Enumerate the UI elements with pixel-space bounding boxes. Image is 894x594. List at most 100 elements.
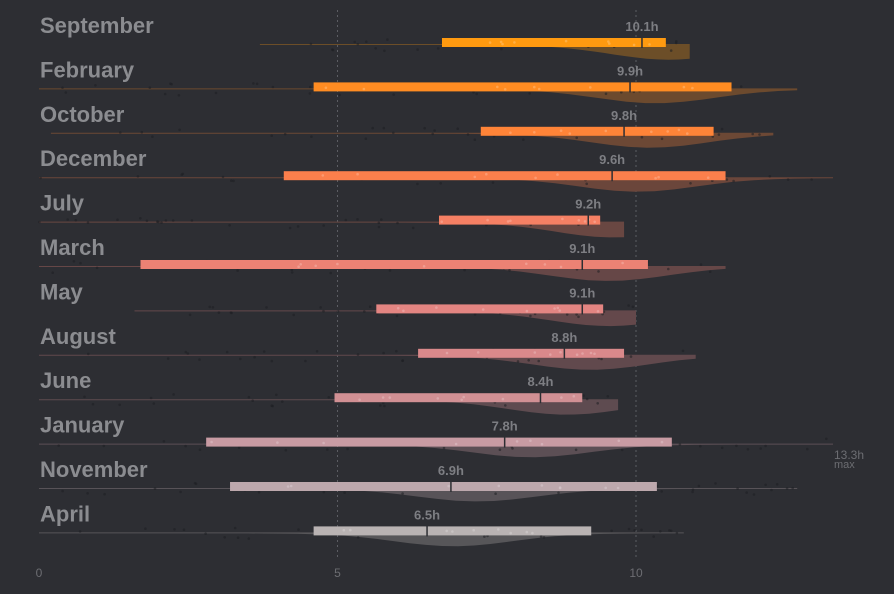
raindrop-point [648,43,651,46]
raindrop-point [83,395,86,399]
raindrop-point [39,176,42,180]
raindrop-point [315,350,319,353]
raindrop-point [466,133,470,136]
raindrop-point [558,486,562,490]
raindrop-point [631,305,635,309]
raindrop-point [629,355,633,358]
raindrop-point [460,398,464,402]
raindrop-point [262,350,266,353]
raindrop-point [239,357,242,361]
raindrop-point [388,269,392,272]
median-label: 6.9h [438,463,464,478]
raindrop-point [247,395,251,399]
raindrop-point [506,220,510,223]
raindrop-point [606,395,610,398]
raindrop-point [691,488,695,492]
raindrop-point [503,88,507,91]
raindrop-point [383,404,386,408]
month-label: June [40,368,91,393]
raindrop-point [356,43,360,46]
raindrop-point [689,182,692,185]
raindrop-point [439,182,443,185]
iqr-box [480,126,714,136]
raindrop-point [148,86,152,89]
raindrop-point [732,179,735,183]
raindrop-point [228,224,231,227]
month-label: September [40,13,154,38]
raindrop-point [597,270,600,273]
raindrop-point [164,219,168,222]
raindrop-point [627,527,631,531]
raindrop-point [346,447,349,451]
raindrop-point [296,225,300,228]
raindrop-point [451,530,454,533]
raindrop-point [342,528,346,532]
density-cloud [134,310,636,327]
raindrop-point [336,310,340,313]
raindrop-point [271,85,275,89]
raindrop-point [356,218,359,221]
raindrop-point [456,127,460,130]
raindrop-point [286,485,290,488]
raindrop-point [596,402,599,405]
raindrop-point [528,92,531,95]
raindrop-point [102,444,106,448]
raindrop-point [297,528,300,531]
raindrop-point [198,448,202,452]
raindrop-point [529,314,532,318]
median-label: 9.2h [575,197,601,212]
raindrop-point [314,264,318,268]
raindrop-point [497,528,500,531]
raindrop-point [473,138,477,141]
raindrop-point [768,175,772,178]
x-tick-label: 0 [36,566,43,580]
raindrop-point [806,447,809,451]
raindrop-point [810,178,813,181]
raindrop-point [431,132,435,136]
iqr-box [230,482,657,491]
raindrop-point [565,313,569,316]
raindrop-point [463,268,466,272]
raindrop-point [539,535,543,538]
raindrop-point [349,528,352,532]
raindrop-point [327,396,331,399]
raindrop-point [575,136,578,140]
raindrop-point [162,440,166,443]
raindrop-point [494,492,497,496]
raindrop-point [674,41,678,45]
raindrop-point [775,483,779,486]
raindrop-point [559,265,563,269]
median-label: 9.1h [569,285,595,300]
raindrop-point [686,132,689,135]
raindrop-point [499,40,503,44]
raindrop-point [735,444,738,448]
raindrop-point [356,353,360,356]
raindrop-point [66,218,69,221]
raindrop-point [445,351,449,355]
raindrop-point [751,132,754,136]
median-label: 10.1h [625,19,658,34]
raindrop-point [496,85,499,89]
raindrop-point [616,486,620,490]
raindrop-point [640,528,643,532]
raindrop-point [568,132,572,135]
label-layer: 0 5 10 10.1h September 9.9h February 9.8h Octobe… [36,13,864,580]
raindrop-point [401,359,404,363]
raindrop-point [270,134,274,137]
raindrop-point [620,448,624,452]
raindrop-point [654,176,657,180]
raindrop-point [677,128,681,132]
raindrop-point [682,85,686,89]
raindrop-point [309,42,313,46]
median-label: 8.8h [551,330,577,345]
raindrop-point [382,401,385,405]
raindrop-point [678,443,682,446]
raindrop-point [791,486,794,490]
raindrop-point [720,127,724,131]
raindrop-point [338,93,341,97]
raindrop-point [764,444,767,448]
raindrop-point [365,40,368,43]
raindrop-point [247,537,251,540]
raindrop-point [392,131,395,135]
raindrop-point [525,262,528,266]
